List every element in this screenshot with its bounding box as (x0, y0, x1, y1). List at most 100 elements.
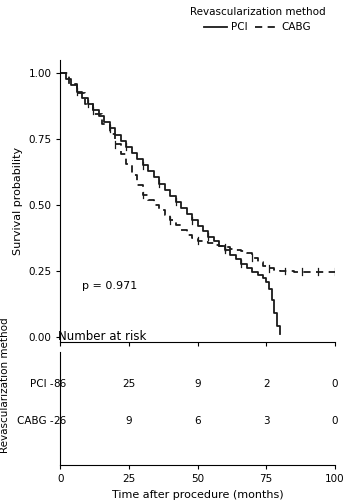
PCI (97, 113, 101, 119)
PCI (201, 228, 205, 234)
Text: 3: 3 (263, 416, 269, 426)
PCI (250, 268, 255, 274)
CABG (190, 235, 194, 241)
Text: Number at risk: Number at risk (58, 330, 146, 343)
CABG (179, 228, 183, 234)
PCI (179, 205, 183, 211)
PCI (124, 144, 128, 150)
Text: 6: 6 (194, 416, 201, 426)
CABG (135, 182, 139, 188)
CABG (278, 268, 282, 274)
Text: PCI -: PCI - (30, 380, 53, 390)
CABG (201, 239, 205, 245)
Line: PCI: PCI (60, 73, 280, 334)
PCI (228, 252, 233, 258)
PCI (91, 107, 95, 113)
PCI (151, 174, 156, 180)
PCI (168, 193, 172, 199)
Text: CABG -: CABG - (17, 416, 53, 426)
CABG (319, 268, 323, 274)
Line: CABG: CABG (60, 73, 335, 272)
Text: 26: 26 (54, 416, 67, 426)
PCI (269, 297, 274, 303)
CABG (67, 80, 71, 86)
PCI (86, 101, 90, 107)
PCI (272, 310, 276, 316)
CABG (168, 218, 172, 224)
PCI (113, 132, 117, 138)
CABG (292, 268, 296, 274)
CABG (305, 268, 309, 274)
CABG (113, 141, 117, 147)
PCI (69, 82, 73, 88)
CABG (228, 246, 233, 252)
PCI (108, 126, 112, 132)
CABG (151, 202, 156, 208)
Text: 25: 25 (122, 380, 136, 390)
PCI (190, 218, 194, 224)
CABG (195, 238, 199, 244)
Text: p = 0.971: p = 0.971 (82, 281, 138, 291)
CABG (141, 192, 145, 198)
CABG (91, 111, 95, 117)
CABG (239, 248, 244, 254)
CABG (223, 244, 227, 250)
PCI (223, 247, 227, 253)
PCI (212, 238, 216, 244)
PCI (275, 324, 279, 330)
CABG (217, 243, 221, 249)
CABG (256, 259, 260, 265)
Text: 9: 9 (194, 380, 201, 390)
PCI (119, 138, 123, 143)
PCI (135, 156, 139, 162)
PCI (206, 234, 210, 239)
CABG (185, 232, 189, 238)
CABG (130, 172, 134, 177)
CABG (99, 121, 104, 127)
CABG (174, 222, 178, 228)
CABG (234, 247, 238, 253)
PCI (130, 150, 134, 156)
CABG (119, 152, 123, 158)
PCI (195, 223, 199, 229)
PCI (102, 119, 106, 125)
Text: 0: 0 (332, 416, 338, 426)
CABG (245, 250, 249, 256)
PCI (256, 272, 260, 278)
PCI (239, 260, 244, 266)
PCI (75, 88, 79, 94)
PCI (141, 162, 145, 168)
Text: 86: 86 (54, 380, 67, 390)
CABG (83, 100, 87, 106)
Text: 2: 2 (263, 380, 269, 390)
CABG (124, 162, 128, 168)
PCI (267, 286, 271, 292)
CABG (212, 242, 216, 248)
PCI (245, 265, 249, 271)
CABG (267, 266, 271, 272)
X-axis label: Time after procedure (months): Time after procedure (months) (112, 490, 283, 500)
CABG (108, 131, 112, 137)
CABG (75, 90, 79, 96)
PCI (58, 70, 62, 76)
PCI (174, 199, 178, 205)
CABG (206, 240, 210, 246)
PCI (162, 187, 167, 193)
PCI (261, 276, 265, 281)
PCI (264, 278, 268, 284)
Text: 0: 0 (332, 380, 338, 390)
PCI (185, 212, 189, 218)
PCI (278, 332, 282, 338)
PCI (157, 180, 161, 186)
CABG (272, 266, 276, 272)
PCI (146, 168, 150, 174)
CABG (333, 268, 337, 274)
CABG (162, 212, 167, 218)
PCI (234, 256, 238, 262)
CABG (146, 197, 150, 203)
PCI (217, 243, 221, 249)
Y-axis label: Survival probability: Survival probability (13, 147, 23, 255)
Text: 9: 9 (126, 416, 132, 426)
PCI (80, 94, 85, 100)
Text: Revascularization method: Revascularization method (0, 317, 10, 453)
